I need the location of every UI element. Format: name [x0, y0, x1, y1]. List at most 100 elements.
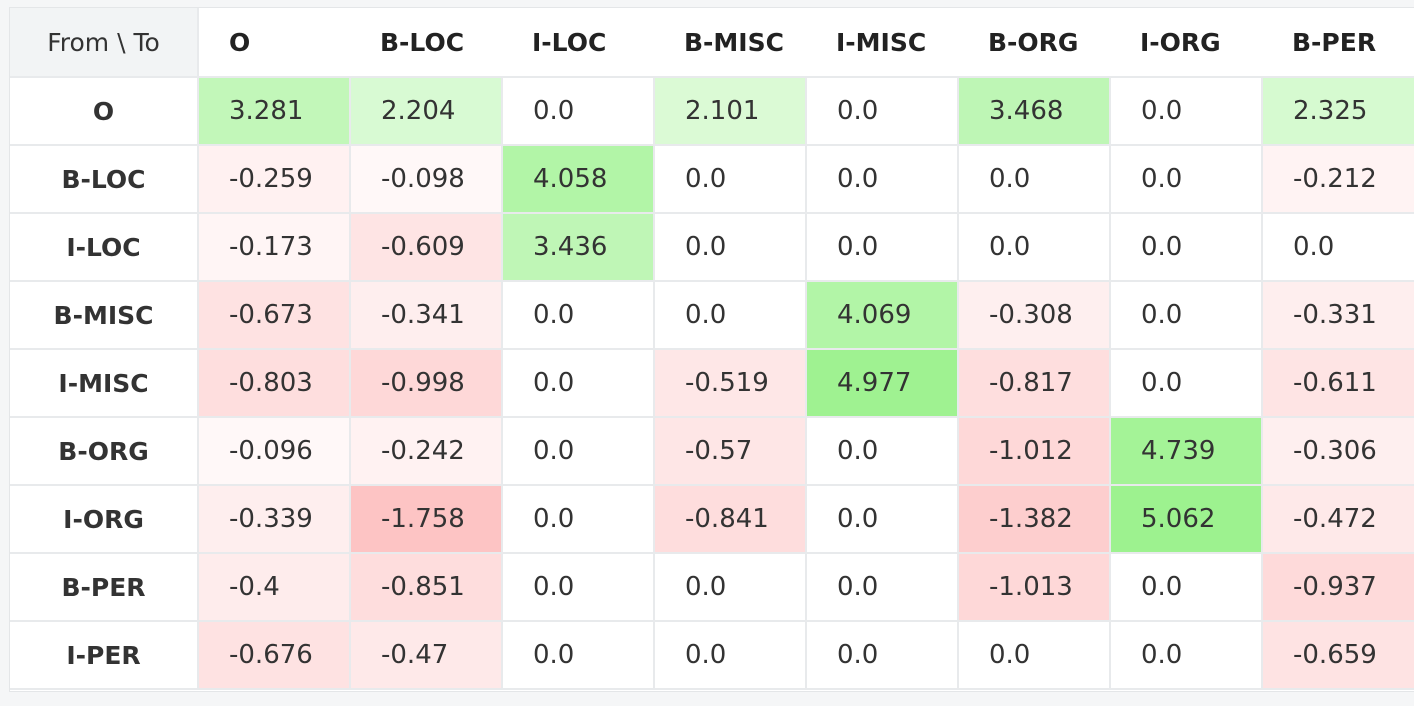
heatmap-cell: 5.062	[1110, 485, 1263, 554]
heatmap-cell: 0.0	[806, 77, 959, 146]
row-header: I-PER	[10, 621, 199, 690]
heatmap-cell: -0.47	[350, 621, 503, 690]
heatmap-cell: 0.0	[502, 621, 655, 690]
heatmap-cell: 3.436	[502, 213, 655, 282]
heatmap-cell: 0.0	[1110, 77, 1263, 146]
heatmap-cell: 4.977	[806, 349, 959, 418]
row-header: O	[10, 77, 199, 146]
heatmap-cell: -0.611	[1262, 349, 1414, 418]
table-row: I-ORG -0.339 -1.758 0.0 -0.841 0.0 -1.382 5.062…	[10, 485, 1414, 554]
heatmap-cell: 0.0	[654, 281, 807, 350]
heatmap-cell: -0.331	[1262, 281, 1414, 350]
heatmap-cell: -1.012	[958, 417, 1111, 486]
column-header: I-LOC	[502, 8, 654, 78]
heatmap-cell: 0.0	[502, 485, 655, 554]
heatmap-cell: 2.325	[1262, 77, 1414, 146]
heatmap-cell: -1.382	[958, 485, 1111, 554]
heatmap-cell: -0.259	[198, 145, 351, 214]
row-header: B-LOC	[10, 145, 199, 214]
column-header: B-ORG	[958, 8, 1110, 78]
heatmap-cell: 0.0	[654, 213, 807, 282]
column-header: B-LOC	[350, 8, 502, 78]
heatmap-cell: 0.0	[1110, 145, 1263, 214]
heatmap-cell: 0.0	[958, 621, 1111, 690]
heatmap-cell: 0.0	[806, 145, 959, 214]
heatmap-cell: 0.0	[1262, 213, 1414, 282]
heatmap-cell: -0.57	[654, 417, 807, 486]
row-header: B-MISC	[10, 281, 199, 350]
heatmap-cell: -0.676	[198, 621, 351, 690]
heatmap-cell: 0.0	[502, 281, 655, 350]
column-header: B-PER	[1262, 8, 1414, 78]
table-body: O 3.281 2.204 0.0 2.101 0.0 3.468 0.0 2.325 B-LOC…	[10, 77, 1414, 690]
table-row: B-ORG -0.096 -0.242 0.0 -0.57 0.0 -1.012 4.739-…	[10, 417, 1414, 486]
table-row: B-MISC -0.673 -0.341 0.0 0.0 4.069 -0.308 0.0 -0…	[10, 281, 1414, 350]
heatmap-cell: -0.339	[198, 485, 351, 554]
heatmap-cell: 2.204	[350, 77, 503, 146]
heatmap-cell: -0.609	[350, 213, 503, 282]
transition-table: From \ To O B-LOC I-LOC B-MISC I-MISC B-ORG I-…	[10, 8, 1414, 690]
row-header: I-LOC	[10, 213, 199, 282]
heatmap-cell: 0.0	[654, 621, 807, 690]
heatmap-cell: 0.0	[1110, 349, 1263, 418]
heatmap-cell: -0.851	[350, 553, 503, 622]
heatmap-cell: 0.0	[654, 553, 807, 622]
column-header: I-MISC	[806, 8, 958, 78]
heatmap-cell: 4.069	[806, 281, 959, 350]
row-header: B-ORG	[10, 417, 199, 486]
heatmap-cell: -0.098	[350, 145, 503, 214]
heatmap-cell: 3.281	[198, 77, 351, 146]
heatmap-cell: -0.096	[198, 417, 351, 486]
heatmap-cell: 0.0	[806, 485, 959, 554]
heatmap-cell: 0.0	[502, 553, 655, 622]
heatmap-cell: -0.306	[1262, 417, 1414, 486]
row-header: I-MISC	[10, 349, 199, 418]
table-row: I-MISC -0.803 -0.998 0.0 -0.519 4.977 -0.817 0.…	[10, 349, 1414, 418]
heatmap-cell: -0.341	[350, 281, 503, 350]
heatmap-cell: 0.0	[502, 417, 655, 486]
heatmap-cell: 0.0	[958, 213, 1111, 282]
heatmap-cell: 0.0	[958, 145, 1111, 214]
table-row: I-LOC -0.173 -0.609 3.436 0.0 0.0 0.0 0.0 0.0	[10, 213, 1414, 282]
heatmap-cell: 0.0	[1110, 281, 1263, 350]
row-header: I-ORG	[10, 485, 199, 554]
heatmap-cell: -0.841	[654, 485, 807, 554]
column-header: I-ORG	[1110, 8, 1262, 78]
heatmap-cell: -0.998	[350, 349, 503, 418]
table-row: I-PER -0.676 -0.47 0.0 0.0 0.0 0.0 0.0 -0.659	[10, 621, 1414, 690]
heatmap-cell: 0.0	[654, 145, 807, 214]
heatmap-cell: -0.673	[198, 281, 351, 350]
heatmap-cell: 0.0	[1110, 621, 1263, 690]
table-row: B-PER -0.4 -0.851 0.0 0.0 0.0 -1.013 0.0 -0.937	[10, 553, 1414, 622]
heatmap-cell: 4.739	[1110, 417, 1263, 486]
heatmap-cell: 0.0	[1110, 553, 1263, 622]
heatmap-cell: -0.212	[1262, 145, 1414, 214]
corner-label: From \ To	[10, 8, 199, 78]
row-header: B-PER	[10, 553, 199, 622]
header-row: From \ To O B-LOC I-LOC B-MISC I-MISC B-ORG I-…	[10, 8, 1414, 78]
heatmap-cell: -0.472	[1262, 485, 1414, 554]
heatmap-cell: -0.803	[198, 349, 351, 418]
heatmap-cell: -0.519	[654, 349, 807, 418]
heatmap-cell: -0.242	[350, 417, 503, 486]
heatmap-cell: 0.0	[502, 77, 655, 146]
heatmap-cell: 0.0	[806, 417, 959, 486]
transition-matrix: From \ To O B-LOC I-LOC B-MISC I-MISC B-ORG I-…	[9, 7, 1414, 692]
heatmap-cell: -1.013	[958, 553, 1111, 622]
heatmap-cell: -0.308	[958, 281, 1111, 350]
heatmap-cell: 3.468	[958, 77, 1111, 146]
heatmap-cell: -1.758	[350, 485, 503, 554]
heatmap-cell: -0.4	[198, 553, 351, 622]
heatmap-cell: 0.0	[1110, 213, 1263, 282]
heatmap-cell: 0.0	[502, 349, 655, 418]
heatmap-cell: -0.659	[1262, 621, 1414, 690]
table-row: B-LOC -0.259 -0.098 4.058 0.0 0.0 0.0 0.0 -0.212	[10, 145, 1414, 214]
heatmap-cell: -0.817	[958, 349, 1111, 418]
heatmap-cell: 0.0	[806, 553, 959, 622]
heatmap-cell: 2.101	[654, 77, 807, 146]
heatmap-cell: 0.0	[806, 621, 959, 690]
heatmap-cell: -0.173	[198, 213, 351, 282]
heatmap-cell: -0.937	[1262, 553, 1414, 622]
column-header: B-MISC	[654, 8, 806, 78]
column-header: O	[198, 8, 350, 78]
